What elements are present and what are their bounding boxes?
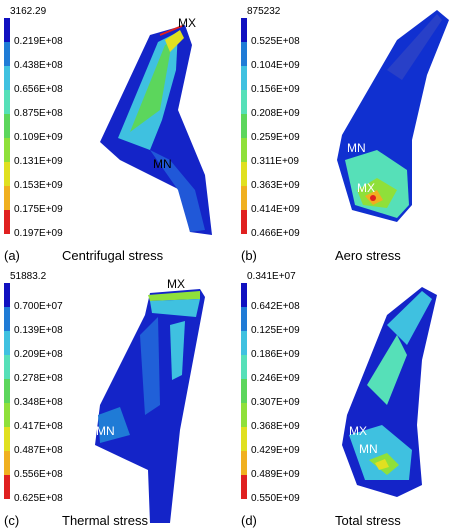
panel-d: MX MN 0.341E+07 0.642E+08 0.125E+09 0.18… xyxy=(237,265,474,530)
caption-title: Aero stress xyxy=(335,248,401,263)
legend-label: 0.368E+09 xyxy=(251,421,300,432)
legend-label: 0.875E+08 xyxy=(14,108,63,119)
legend-label: 0.156E+09 xyxy=(251,84,300,95)
panel-b: MX MN 875232 0.525E+08 0.104E+09 0.156E+… xyxy=(237,0,474,265)
legend-label: 0.197E+09 xyxy=(14,228,63,239)
legend-label: 0.219E+08 xyxy=(14,36,63,47)
legend-label: 0.489E+09 xyxy=(251,469,300,480)
legend-label: 0.153E+09 xyxy=(14,180,63,191)
legend-label: 0.208E+09 xyxy=(251,108,300,119)
legend-label: 0.209E+08 xyxy=(14,349,63,360)
legend-label: 0.125E+09 xyxy=(251,325,300,336)
legend-label: 0.311E+09 xyxy=(251,156,299,167)
legend-label: 0.417E+08 xyxy=(14,421,63,432)
caption-d: (d) Total stress xyxy=(237,513,474,531)
caption-title: Thermal stress xyxy=(62,513,148,528)
legend-label: 0.438E+08 xyxy=(14,60,63,71)
caption-a: (a) Centrifugal stress xyxy=(0,248,237,266)
legend-label: 0.429E+09 xyxy=(251,445,300,456)
legend-label: 0.556E+08 xyxy=(14,469,63,480)
legend-label: 0.525E+08 xyxy=(251,36,300,47)
legend-label: 0.466E+09 xyxy=(251,228,300,239)
panel-a: MX MN 3162.29 0.219E+08 0.438E+08 0.656E… xyxy=(0,0,237,265)
legend-label: 0.175E+09 xyxy=(14,204,63,215)
legend-label: 0.550E+09 xyxy=(251,493,300,504)
legend-top-value: 51883.2 xyxy=(10,271,47,282)
legend-label: 0.278E+08 xyxy=(14,373,63,384)
legend-label: 0.363E+09 xyxy=(251,180,300,191)
blade-contour-d: MX MN xyxy=(342,287,437,497)
max-marker-d: MX xyxy=(349,424,367,438)
caption-title: Total stress xyxy=(335,513,401,528)
min-marker-b: MN xyxy=(347,141,366,155)
legend-top-value: 0.341E+07 xyxy=(247,271,296,282)
legend-label: 0.487E+08 xyxy=(14,445,63,456)
blade-contour-c: MX MN xyxy=(95,277,205,523)
legend-label: 0.625E+08 xyxy=(14,493,63,504)
legend-label: 0.246E+09 xyxy=(251,373,300,384)
min-marker-a: MN xyxy=(153,157,172,171)
panel-c: MX MN 51883.2 0.700E+07 0.139E+08 0.209E… xyxy=(0,265,237,530)
caption-c: (c) Thermal stress xyxy=(0,513,237,531)
legend-label: 0.307E+09 xyxy=(251,397,300,408)
min-marker-d: MN xyxy=(359,442,378,456)
legend-label: 0.656E+08 xyxy=(14,84,63,95)
legend-label: 0.642E+08 xyxy=(251,301,300,312)
legend-label: 0.109E+09 xyxy=(14,132,63,143)
caption-letter: (c) xyxy=(4,513,20,528)
legend-label: 0.186E+09 xyxy=(251,349,300,360)
legend-top-value: 3162.29 xyxy=(10,6,47,17)
legend-label: 0.348E+08 xyxy=(14,397,63,408)
blade-contour-a: MX MN xyxy=(100,16,212,235)
legend-label: 0.139E+08 xyxy=(14,325,63,336)
legend-label: 0.259E+09 xyxy=(251,132,300,143)
legend-label: 0.104E+09 xyxy=(251,60,300,71)
legend-label: 0.414E+09 xyxy=(251,204,300,215)
caption-title: Centrifugal stress xyxy=(62,248,164,263)
caption-b: (b) Aero stress xyxy=(237,248,474,266)
caption-letter: (a) xyxy=(4,248,20,263)
max-marker-c: MX xyxy=(167,277,185,291)
max-marker-b: MX xyxy=(357,181,375,195)
max-marker-a: MX xyxy=(178,16,196,30)
min-marker-c: MN xyxy=(96,424,115,438)
legend-label: 0.700E+07 xyxy=(14,301,63,312)
caption-letter: (b) xyxy=(241,248,257,263)
legend-label: 0.131E+09 xyxy=(14,156,63,167)
blade-contour-b: MX MN xyxy=(337,10,449,222)
caption-letter: (d) xyxy=(241,513,257,528)
legend-top-value: 875232 xyxy=(247,6,281,17)
